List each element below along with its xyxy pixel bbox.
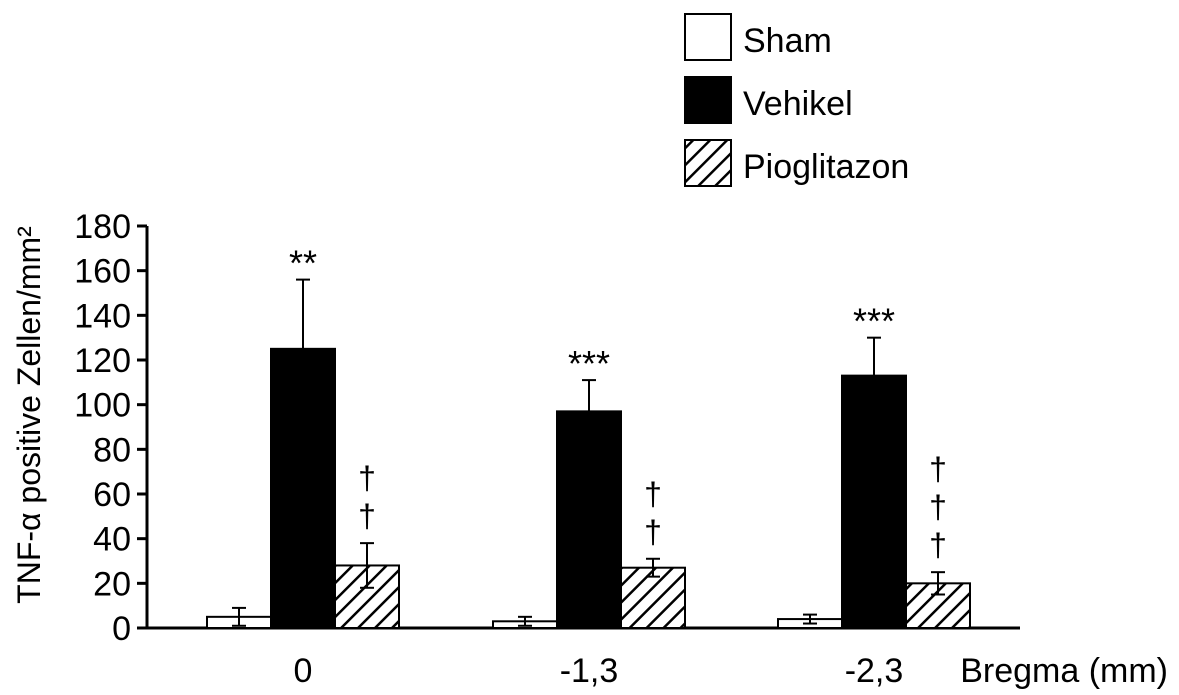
significance-asterisks: ***: [568, 343, 610, 384]
legend-label-vehikel: Vehikel: [743, 85, 853, 123]
y-axis-title: TNF-α positive Zellen/mm²: [11, 226, 47, 604]
significance-dagger: †: [358, 498, 376, 534]
significance-dagger: †: [358, 460, 376, 496]
legend-swatch-sham: [684, 13, 732, 61]
y-tick-label: 60: [93, 476, 131, 514]
significance-dagger: †: [929, 451, 947, 487]
bar-pioglitazon-1: [620, 566, 686, 630]
significance-markers: ********†††††††: [289, 243, 947, 564]
category-labels: 0 -1,3 -2,3: [294, 652, 904, 690]
legend-label-sham: Sham: [743, 22, 832, 60]
x-tick-label: -2,3: [845, 652, 904, 690]
legend: Sham Vehikel Pioglitazon: [684, 13, 909, 187]
y-tick-label: 120: [74, 342, 131, 380]
legend-swatch-vehikel: [684, 76, 732, 124]
error-bars: [232, 278, 945, 627]
legend-label-pioglitazon: Pioglitazon: [743, 148, 909, 186]
bar-vehikel-2: [841, 374, 907, 629]
significance-dagger: †: [929, 527, 947, 563]
y-tick-label: 80: [93, 431, 131, 469]
significance-asterisks: **: [289, 243, 317, 284]
significance-dagger: †: [644, 476, 662, 512]
significance-dagger: †: [929, 489, 947, 525]
significance-dagger: †: [644, 514, 662, 550]
y-tick-label: 180: [74, 208, 131, 246]
y-axis: 0 20 40 60 80 100 120 140 160 180: [74, 208, 149, 648]
bar-vehikel-1: [556, 410, 622, 629]
y-tick-label: 160: [74, 253, 131, 291]
x-tick-label: -1,3: [560, 652, 619, 690]
significance-asterisks: ***: [853, 301, 895, 342]
y-tick-label: 20: [93, 565, 131, 603]
y-tick-label: 40: [93, 521, 131, 559]
legend-swatch-pioglitazon: [684, 139, 732, 187]
x-tick-label: 0: [294, 652, 313, 690]
x-axis-title: Bregma (mm): [960, 652, 1168, 690]
y-tick-label: 0: [112, 610, 131, 648]
y-tick-label: 140: [74, 297, 131, 335]
y-tick-label: 100: [74, 387, 131, 425]
